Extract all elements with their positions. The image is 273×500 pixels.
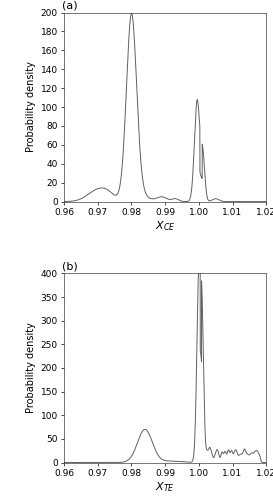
Y-axis label: Probability density: Probability density xyxy=(26,322,37,414)
X-axis label: $X_{TE}$: $X_{TE}$ xyxy=(155,480,175,494)
X-axis label: $X_{CE}$: $X_{CE}$ xyxy=(155,220,175,234)
Text: (b): (b) xyxy=(62,262,78,272)
Y-axis label: Probability density: Probability density xyxy=(26,62,37,152)
Text: (a): (a) xyxy=(62,0,78,10)
